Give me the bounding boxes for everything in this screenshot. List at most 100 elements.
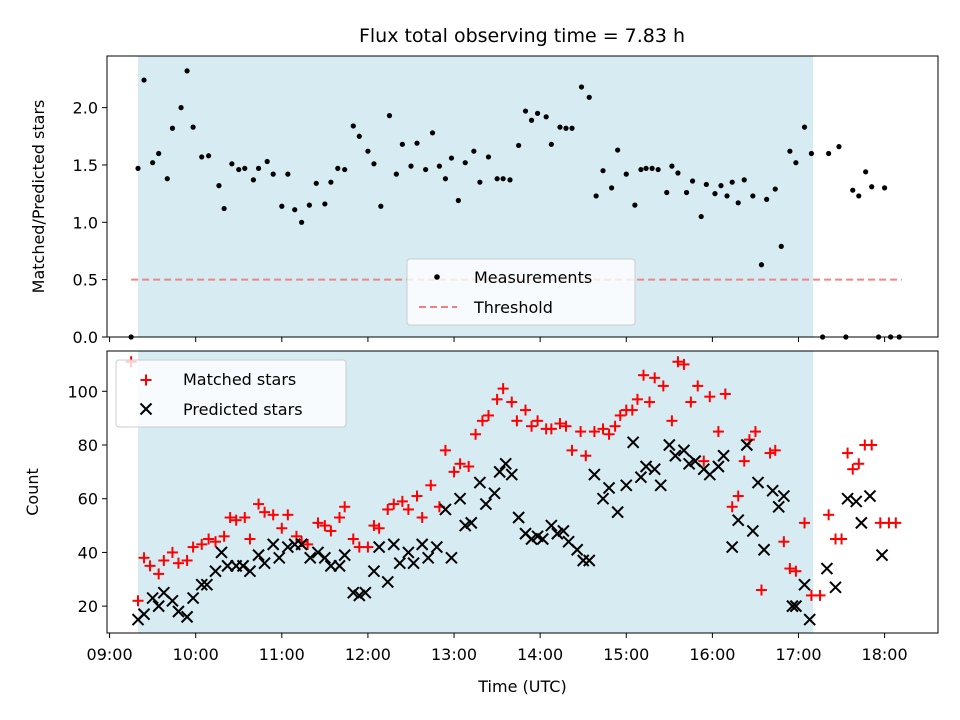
measurement-point <box>313 180 319 186</box>
measurement-point <box>593 193 599 199</box>
matched-star-point <box>339 501 351 513</box>
matched-star-point <box>259 506 271 518</box>
predicted-star-point <box>295 538 308 551</box>
measurement-point <box>528 117 535 123</box>
measurement-point <box>507 177 513 183</box>
matched-star-point <box>334 512 346 524</box>
predicted-star-point <box>766 484 779 497</box>
matched-star-point <box>685 396 697 408</box>
predicted-star-point <box>648 462 661 476</box>
predicted-star-point <box>626 436 640 449</box>
matched-star-point <box>476 415 488 427</box>
matched-star-point <box>203 533 215 545</box>
x-tick-label: 18:00 <box>862 645 908 664</box>
predicted-star-point <box>333 559 346 573</box>
matched-star-point <box>439 444 451 456</box>
predicted-star-point <box>393 556 406 570</box>
predicted-star-point <box>512 511 525 524</box>
predicted-star-point <box>634 471 648 484</box>
measurement-point <box>735 200 741 206</box>
measurement-point <box>882 185 888 191</box>
measurement-point <box>669 163 675 169</box>
predicted-star-point <box>639 460 653 473</box>
matched-star-point <box>566 444 578 456</box>
x-axis-label: Time (UTC) <box>477 677 566 696</box>
predicted-star-point <box>757 543 771 556</box>
matched-stars-marks <box>125 356 902 607</box>
measurement-point <box>643 165 649 171</box>
legend-matched-marker <box>140 374 152 386</box>
measurement-point <box>436 163 442 169</box>
predicted-star-point <box>372 540 386 554</box>
matched-star-point <box>166 546 178 558</box>
predicted-star-point <box>545 519 558 532</box>
measurement-point <box>356 133 362 139</box>
predicted-star-point <box>402 546 415 559</box>
matched-star-point <box>138 552 150 564</box>
matched-star-point <box>224 512 236 524</box>
matched-star-point <box>666 415 678 427</box>
measurement-point <box>578 84 585 90</box>
predicted-star-point <box>195 578 208 591</box>
measurement-point <box>494 176 500 182</box>
predicted-star-point <box>717 449 730 462</box>
measurement-point <box>856 193 862 199</box>
predicted-star-point <box>712 460 725 473</box>
predicted-star-point <box>536 532 549 546</box>
measurement-point <box>365 148 371 154</box>
x-tick-label: 16:00 <box>689 645 735 664</box>
matched-star-point <box>799 517 811 529</box>
matched-star-point <box>580 450 592 462</box>
x-tick-label: 15:00 <box>603 645 649 664</box>
measurement-point <box>869 184 875 190</box>
measurement-point <box>350 123 356 129</box>
bottom-y-axis-label: Count <box>23 468 42 516</box>
top-y-tick-label: 1.0 <box>73 213 98 232</box>
predicted-star-point <box>751 476 765 489</box>
predicted-star-point <box>258 556 271 570</box>
measurement-point <box>328 179 334 185</box>
predicted-star-point <box>166 594 179 607</box>
predicted-star-point <box>863 489 877 503</box>
predicted-star-point <box>479 497 493 511</box>
legend-x-glyph <box>139 402 153 416</box>
predicted-star-point <box>557 524 570 538</box>
measurement-point <box>156 150 162 157</box>
predicted-star-point <box>137 607 151 621</box>
matched-star-point <box>470 428 482 440</box>
matched-star-point <box>657 380 669 392</box>
matched-star-point <box>890 517 902 529</box>
measurement-marks <box>128 68 902 340</box>
matched-star-point <box>506 396 518 408</box>
predicted-star-point <box>602 481 616 495</box>
matched-star-point <box>402 503 414 515</box>
measurement-point <box>516 142 522 149</box>
matched-star-point <box>597 423 609 435</box>
measurement-point <box>429 130 436 136</box>
matched-star-point <box>448 466 460 478</box>
matched-star-point <box>526 420 538 432</box>
measurement-point <box>664 189 670 196</box>
measurement-point <box>712 191 718 197</box>
predicted-star-point <box>505 468 518 481</box>
matched-star-point <box>678 358 690 370</box>
measurement-point <box>741 177 747 183</box>
predicted-star-point <box>209 565 222 578</box>
predicted-star-point <box>311 546 325 559</box>
legend-measurements-marker <box>434 274 440 280</box>
measurement-point <box>342 166 348 173</box>
matched-star-point <box>626 404 638 416</box>
top-y-tick-label: 1.5 <box>73 156 98 175</box>
measurement-point <box>279 203 285 209</box>
measurement-point <box>600 168 606 174</box>
legend-matched-label: Matched stars <box>183 370 296 389</box>
matched-star-point <box>532 415 544 427</box>
measurement-point <box>632 202 638 208</box>
matched-star-point <box>755 584 767 596</box>
measurement-point <box>322 201 328 207</box>
legend-threshold-label: Threshold <box>473 298 553 317</box>
measurement-point <box>250 177 256 183</box>
predicted-star-point <box>677 444 691 457</box>
chart-title: Flux total observing time = 7.83 h <box>359 25 685 47</box>
predicted-star-point <box>499 457 512 471</box>
